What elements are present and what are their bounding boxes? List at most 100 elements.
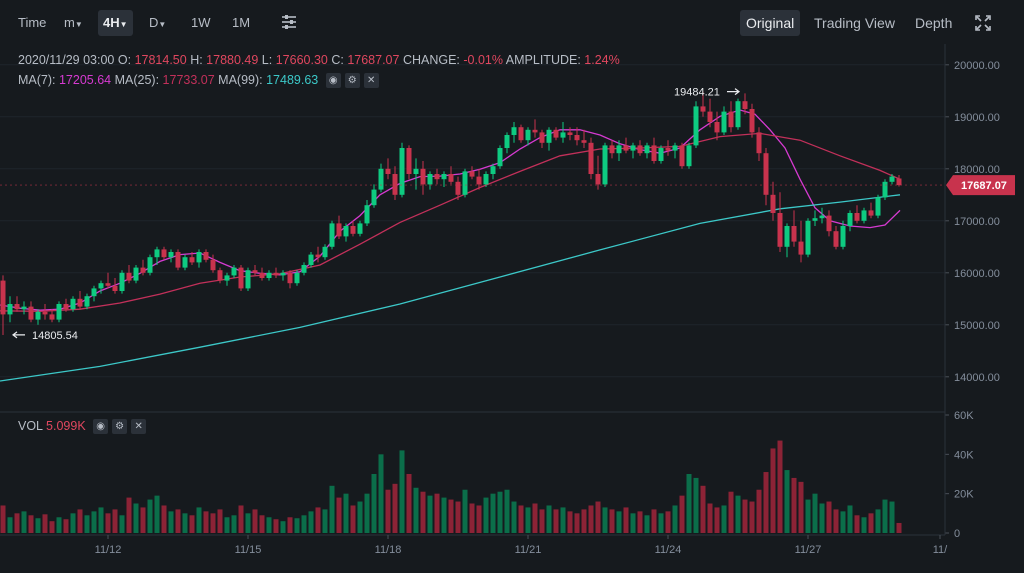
candle-body	[532, 129, 538, 133]
close-label: C:	[331, 53, 344, 67]
volume-bar	[714, 507, 720, 533]
volume-bar	[770, 448, 776, 533]
volume-bar	[91, 511, 97, 533]
candle-body	[294, 272, 300, 284]
volume-bar	[630, 513, 636, 533]
candle-body	[469, 171, 475, 177]
volume-bar	[497, 491, 503, 533]
candle-body	[308, 254, 314, 265]
minutes-dropdown[interactable]: m▼	[64, 10, 83, 36]
candle-body	[364, 205, 370, 224]
volume-bar	[777, 440, 783, 533]
depth-button[interactable]: Depth	[915, 15, 953, 31]
original-view-button[interactable]: Original	[740, 10, 801, 36]
candle-body	[14, 304, 20, 310]
volume-bar	[532, 503, 538, 533]
caret-down-icon: ▼	[74, 20, 83, 29]
volume-bar	[763, 472, 769, 533]
volume-bar	[637, 511, 643, 533]
close-icon[interactable]: ✕	[363, 73, 379, 89]
volume-bar	[56, 517, 62, 533]
volume-bar	[889, 501, 895, 533]
time-tick-label: 11/12	[95, 544, 122, 556]
candle-body	[350, 226, 356, 234]
candle-datetime: 2020/11/29 03:00	[18, 53, 115, 67]
eye-icon[interactable]: ◉	[93, 419, 109, 435]
ma-line-ma99	[0, 194, 901, 382]
ohlc-info: 2020/11/29 03:00 O: 17814.50 H: 17880.49…	[18, 53, 620, 67]
volume-bar	[644, 515, 650, 533]
candle-body	[623, 145, 629, 151]
time-tick-label: 11/21	[515, 544, 542, 556]
volume-bar	[413, 487, 419, 533]
volume-bar	[826, 501, 832, 533]
volume-bar	[189, 515, 195, 533]
fullscreen-icon[interactable]	[974, 14, 992, 40]
price-tick-label: 17000.00	[954, 216, 1000, 228]
volume-bar	[280, 521, 286, 533]
candle-body	[777, 213, 783, 247]
volume-bar	[434, 493, 440, 533]
volume-bar	[119, 515, 125, 533]
volume-bar	[7, 517, 13, 533]
eye-icon[interactable]: ◉	[325, 73, 341, 89]
caret-down-icon: ▼	[158, 20, 167, 29]
settings-sliders-icon[interactable]	[280, 13, 298, 39]
candle-body	[567, 132, 573, 135]
volume-bar	[476, 505, 482, 533]
current-price-label: 17687.07	[961, 180, 1007, 192]
volume-bar	[623, 507, 629, 533]
high-annotation: 19484.21	[674, 87, 720, 99]
volume-bar	[588, 505, 594, 533]
volume-bar	[483, 497, 489, 533]
volume-bar	[140, 507, 146, 533]
volume-bar	[70, 513, 76, 533]
candle-body	[679, 145, 685, 167]
volume-bar	[833, 509, 839, 533]
candle-body	[70, 298, 76, 310]
high-value: 17880.49	[206, 53, 259, 67]
candle-body	[371, 189, 377, 206]
day-dropdown[interactable]: D▼	[149, 10, 166, 36]
candle-body	[77, 298, 83, 307]
candle-body	[154, 249, 160, 258]
settings-icon[interactable]: ⚙	[344, 73, 360, 89]
candle-body	[406, 148, 412, 174]
time-button[interactable]: Time	[18, 15, 47, 30]
candle-body	[728, 111, 734, 128]
change-value: -0.01%	[463, 53, 503, 67]
candle-body	[315, 254, 321, 258]
volume-bar	[35, 518, 41, 533]
volume-bars	[0, 440, 902, 533]
candle-body	[336, 223, 342, 237]
volume-bar	[791, 477, 797, 533]
settings-icon[interactable]: ⚙	[112, 419, 128, 435]
volume-bar	[742, 499, 748, 533]
candle-body	[161, 249, 167, 258]
tradingview-button[interactable]: Trading View	[814, 15, 895, 31]
volume-bar	[448, 499, 454, 533]
volume-bar	[63, 519, 69, 533]
candle-body	[175, 252, 181, 268]
volume-bar	[203, 511, 209, 533]
candle-body	[35, 311, 41, 320]
volume-bar	[273, 519, 279, 533]
candle-body	[49, 314, 55, 320]
candle-body	[665, 148, 671, 151]
volume-bar	[595, 501, 601, 533]
candle-body	[602, 145, 608, 185]
month-button[interactable]: 1M	[232, 15, 251, 30]
close-icon[interactable]: ✕	[131, 419, 147, 435]
candle-body	[252, 270, 258, 273]
volume-bar	[392, 483, 398, 533]
volume-bar	[602, 507, 608, 533]
volume-bar	[686, 474, 692, 533]
candle-body	[455, 181, 461, 195]
candle-body	[119, 272, 125, 291]
volume-bar	[371, 474, 377, 533]
candle-body	[546, 129, 552, 143]
interval-4h-dropdown[interactable]: 4H▼	[98, 10, 133, 36]
week-button[interactable]: 1W	[191, 15, 211, 30]
volume-bar	[77, 509, 83, 533]
moving-average-lines	[0, 109, 901, 382]
